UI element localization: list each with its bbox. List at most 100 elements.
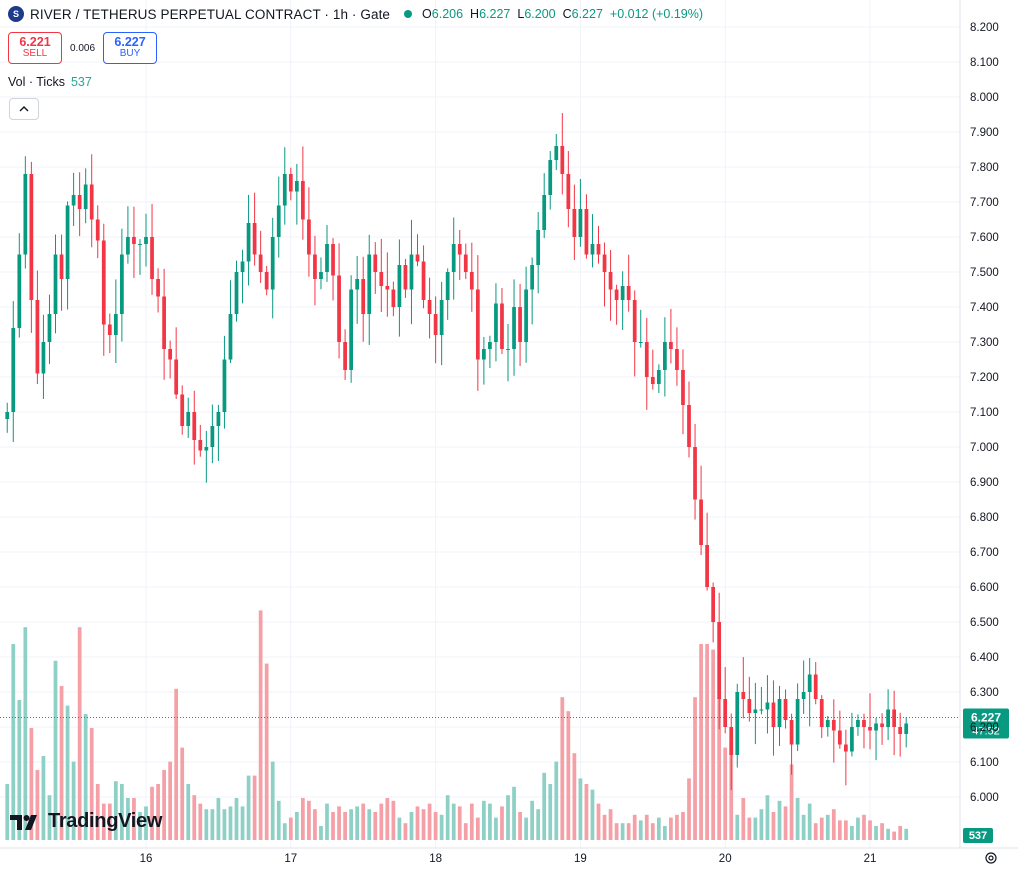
price-tick-label: 7.900 xyxy=(970,127,999,139)
volume-bar xyxy=(789,764,794,840)
candle-body xyxy=(83,184,88,209)
tradingview-logo-text: TradingView xyxy=(48,810,163,832)
candle-body xyxy=(693,447,697,500)
volume-bar xyxy=(747,817,752,840)
volume-bar xyxy=(831,809,836,840)
sell-button[interactable]: 6.221 SELL xyxy=(8,32,62,64)
volume-bar xyxy=(162,770,166,840)
close-value: 6.227 xyxy=(571,7,603,21)
candle-body xyxy=(681,370,685,405)
candle-body xyxy=(65,205,70,279)
chevron-up-icon xyxy=(19,106,29,112)
candle-body xyxy=(723,699,728,727)
volume-bar xyxy=(53,660,58,840)
candle-body xyxy=(35,300,40,374)
candle-body xyxy=(379,272,384,286)
candle-body xyxy=(512,307,516,349)
volume-bar xyxy=(282,823,287,840)
candle-body xyxy=(144,237,148,244)
volume-bar xyxy=(500,806,504,840)
candle-body xyxy=(675,349,679,370)
candle-body xyxy=(107,324,112,335)
candle-body xyxy=(204,447,209,451)
candle-body xyxy=(789,720,794,745)
volume-bar xyxy=(246,775,251,840)
price-tick-label: 6.500 xyxy=(970,617,999,629)
volume-bar xyxy=(554,761,559,840)
volume-bar xyxy=(620,823,625,840)
chart-settings-button[interactable] xyxy=(983,850,999,866)
volume-bar xyxy=(693,697,697,840)
volume-bar xyxy=(801,814,806,840)
candle-body xyxy=(584,209,589,255)
volume-bar xyxy=(385,798,390,840)
volume-bar xyxy=(144,806,148,840)
volume-bar xyxy=(711,649,716,840)
volume-legend[interactable]: Vol · Ticks 537 xyxy=(8,75,92,89)
collapse-legend-button[interactable] xyxy=(9,98,39,120)
volume-bar xyxy=(313,809,317,840)
volume-indicator-value: 537 xyxy=(70,75,92,89)
buy-button[interactable]: 6.227 BUY xyxy=(103,32,158,64)
candle-body xyxy=(759,709,764,711)
price-tick-label: 7.600 xyxy=(970,232,999,244)
candle-body xyxy=(451,244,456,272)
candle-body xyxy=(717,622,722,699)
candle-body xyxy=(331,244,335,276)
candle-body xyxy=(560,146,565,174)
candle-body xyxy=(482,349,486,360)
time-tick-label: 20 xyxy=(719,853,732,865)
volume-bar xyxy=(5,784,10,840)
volume-bar xyxy=(494,817,498,840)
volume-bar xyxy=(113,781,118,840)
candle-body xyxy=(222,359,227,412)
volume-bar xyxy=(71,761,76,840)
candle-body xyxy=(47,314,52,342)
candle-body xyxy=(198,440,203,451)
volume-bar xyxy=(89,728,94,840)
candle-body xyxy=(554,146,559,160)
volume-bar xyxy=(608,809,613,840)
candle-body xyxy=(590,244,595,255)
candle-body xyxy=(729,727,734,755)
volume-bar xyxy=(868,820,872,840)
volume-bar xyxy=(813,823,818,840)
volume-bar xyxy=(168,761,173,840)
candle-body xyxy=(747,699,752,713)
volume-bar xyxy=(687,778,691,840)
candlesticks xyxy=(5,113,909,790)
volume-bar xyxy=(258,610,263,840)
last-price-label-box xyxy=(963,708,1009,739)
volume-bar xyxy=(795,798,800,840)
low-value: 6.200 xyxy=(524,7,556,21)
volume-bar xyxy=(174,688,179,840)
volume-bar xyxy=(463,823,468,840)
candle-body xyxy=(699,499,703,545)
time-tick-label: 19 xyxy=(574,853,587,865)
symbol-title[interactable]: RIVER / TETHERUS PERPETUAL CONTRACT · 1h… xyxy=(30,6,391,22)
price-tick-label: 8.000 xyxy=(970,92,999,104)
volume-bar xyxy=(216,798,221,840)
volume-bar xyxy=(427,803,432,840)
candle-body xyxy=(844,744,848,752)
volume-bar xyxy=(735,814,740,840)
volume-bar xyxy=(723,747,728,840)
volume-bar xyxy=(771,812,776,840)
tradingview-logo[interactable]: TradingView xyxy=(10,810,162,833)
market-status-dot xyxy=(404,10,413,18)
volume-bar xyxy=(367,809,372,840)
candle-body xyxy=(439,300,444,335)
candle-body xyxy=(126,237,130,255)
symbol-logo-icon[interactable]: S xyxy=(8,6,24,22)
volume-bar xyxy=(222,809,227,840)
candle-body xyxy=(904,723,909,734)
candle-body xyxy=(325,244,329,272)
candle-body xyxy=(264,272,269,290)
candle-body xyxy=(397,265,402,307)
volume-bar xyxy=(856,817,860,840)
candle-body xyxy=(463,254,468,272)
volume-bar xyxy=(656,817,661,840)
candle-body xyxy=(433,314,438,335)
candle-body xyxy=(536,230,541,265)
